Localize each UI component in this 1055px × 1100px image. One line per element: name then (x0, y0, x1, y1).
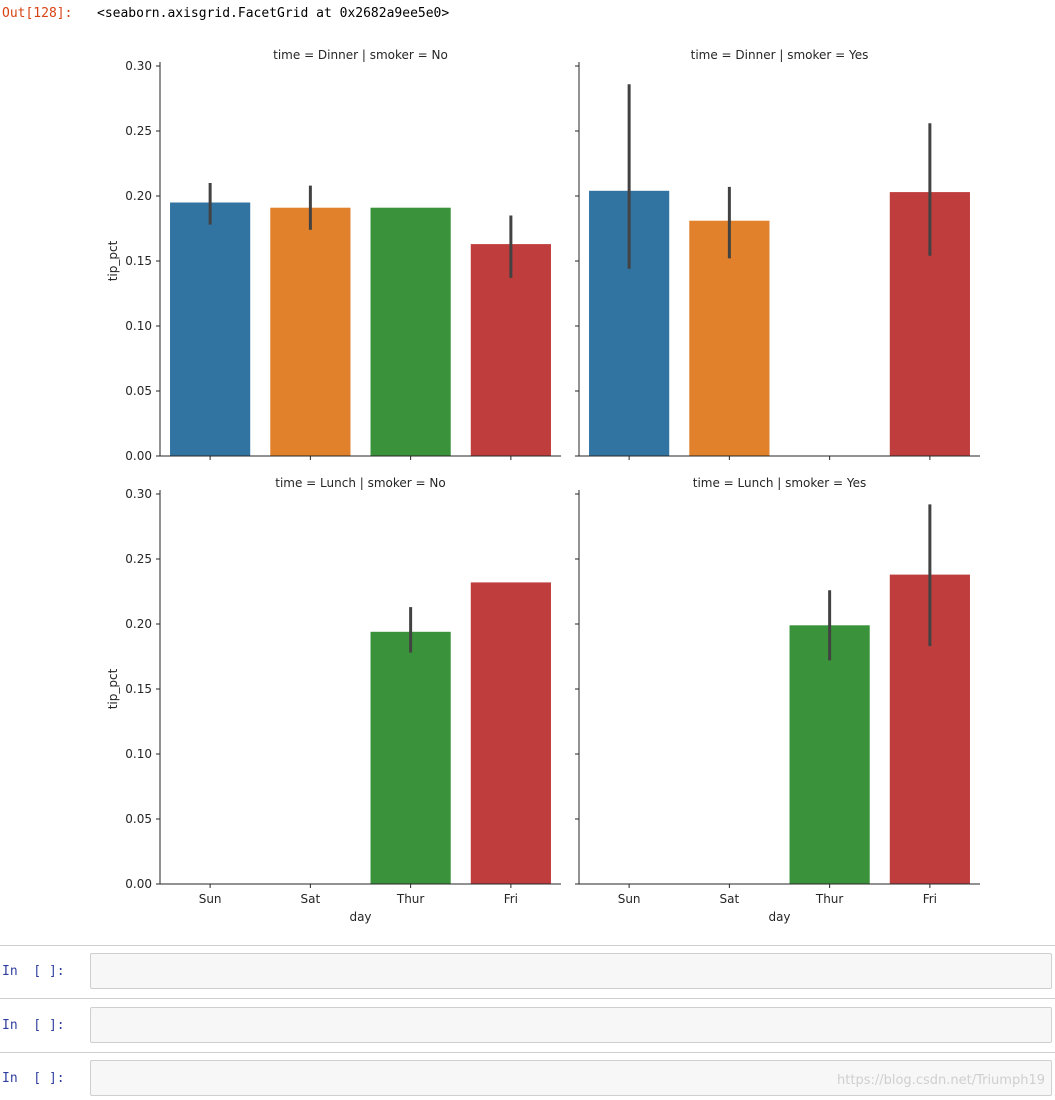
y-tick-label: 0.05 (125, 812, 152, 826)
y-tick-label: 0.00 (125, 877, 152, 891)
x-tick-label: Sat (301, 892, 321, 906)
output-prompt: Out[128]: (2, 6, 73, 21)
y-tick-label: 0.15 (125, 682, 152, 696)
x-axis-label: day (349, 910, 371, 924)
y-tick-label: 0.20 (125, 617, 152, 631)
code-input-cell-1[interactable] (90, 953, 1052, 989)
x-tick-label: Sun (618, 892, 641, 906)
panel-title: time = Lunch | smoker = Yes (693, 476, 867, 490)
bar-thur (370, 207, 451, 456)
y-tick-label: 0.10 (125, 319, 152, 333)
y-tick-label: 0.25 (125, 552, 152, 566)
y-axis-label: tip_pct (106, 668, 120, 709)
x-axis-label: day (768, 910, 790, 924)
code-input-cell-3[interactable] (90, 1060, 1052, 1096)
panel-title: time = Dinner | smoker = Yes (691, 48, 869, 62)
y-tick-label: 0.15 (125, 254, 152, 268)
cell-separator (0, 945, 1055, 946)
input-prompt-2: In [ ]: (2, 1018, 65, 1033)
panel-title: time = Dinner | smoker = No (273, 48, 448, 62)
code-input-cell-2[interactable] (90, 1007, 1052, 1043)
bar-sat (689, 220, 770, 456)
cell-separator (0, 1052, 1055, 1053)
x-tick-label: Thur (815, 892, 844, 906)
y-tick-label: 0.10 (125, 747, 152, 761)
bar-fri (470, 244, 551, 456)
x-tick-label: Sat (720, 892, 740, 906)
y-axis-label: tip_pct (106, 240, 120, 281)
output-repr: <seaborn.axisgrid.FacetGrid at 0x2682a9e… (97, 6, 450, 21)
y-tick-label: 0.25 (125, 124, 152, 138)
facet-grid-chart: time = Dinner | smoker = No 0.00 0.05 0.10 0… (106, 48, 980, 924)
x-tick-label: Fri (923, 892, 937, 906)
cell-separator (0, 998, 1055, 999)
x-tick-label: Sun (199, 892, 222, 906)
bar-thur (789, 625, 870, 884)
bar-sat (270, 207, 351, 456)
bar-thur (370, 631, 451, 884)
x-tick-label: Fri (504, 892, 518, 906)
panel-title: time = Lunch | smoker = No (275, 476, 445, 490)
watermark-text: https://blog.csdn.net/Triumph19 (837, 1073, 1045, 1088)
y-tick-label: 0.20 (125, 189, 152, 203)
bar-sun (170, 202, 251, 456)
y-tick-label: 0.30 (125, 487, 152, 501)
bar-fri (470, 582, 551, 884)
input-prompt-3: In [ ]: (2, 1071, 65, 1086)
y-tick-label: 0.05 (125, 384, 152, 398)
input-prompt-1: In [ ]: (2, 964, 65, 979)
x-tick-label: Thur (396, 892, 425, 906)
y-tick-label: 0.30 (125, 59, 152, 73)
y-tick-label: 0.00 (125, 449, 152, 463)
